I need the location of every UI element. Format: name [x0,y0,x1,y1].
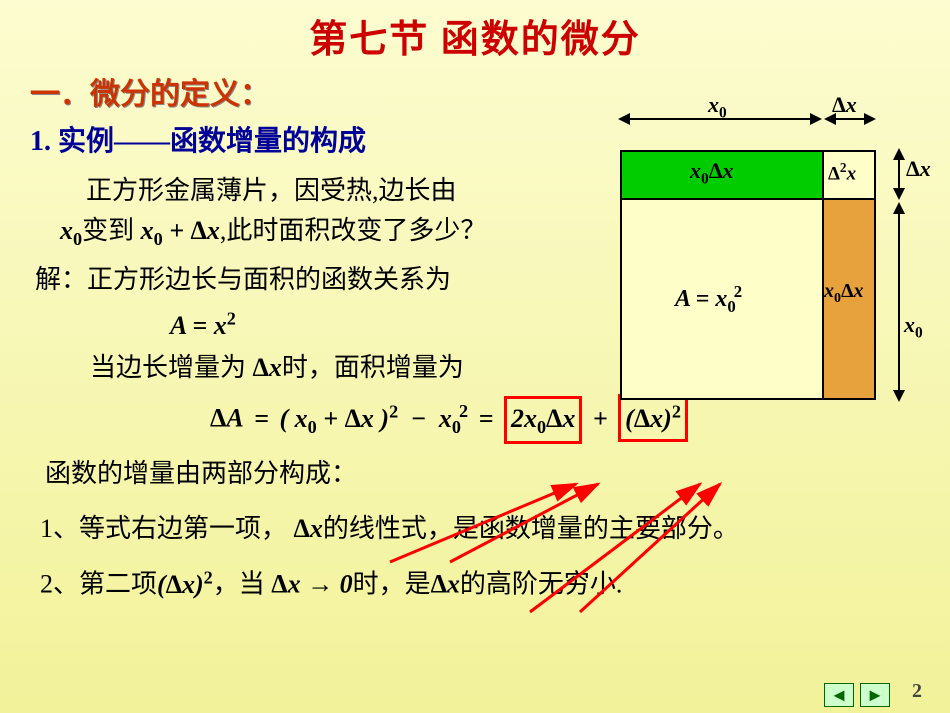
dx-sym2: Δx [294,514,323,543]
point-2: 2、第二项(Δx)2，当 Δx → 0时，是Δx的高阶无穷小. [0,549,950,605]
pt2-c: 时，是 [353,570,431,599]
lbl-cell-top: x0Δx [690,158,734,188]
point-1: 1、等式右边第一项， Δx的线性式，是函数增量的主要部分。 [0,495,950,549]
paragraph-1: 正方形金属薄片，因受热,边长由 x0变到 x0 + Δx,此时面积改变了多少？ [0,159,600,254]
next-button[interactable]: ► [860,683,890,707]
title-text: 第七节 函数的微分 [309,19,641,61]
arrow-dx-right [898,150,900,198]
solution-line: 解：正方形边长与面积的函数关系为 [0,254,600,300]
lbl-cell-A: A = x02 [675,282,742,317]
solve-txt: 正方形边长与面积的函数关系为 [87,265,451,294]
prev-button[interactable]: ◄ [824,683,854,707]
paragraph-3: 函数的增量由两部分构成： [0,444,950,494]
pt2-b: ，当 [213,570,265,599]
dx2-sym: (Δx)2 [157,570,213,599]
arrow-x0-right [898,204,900,400]
nav-buttons: ◄ ► [822,683,890,707]
pt1-a: 1、等式右边第一项， [40,514,287,543]
p2-b: 时，面积增量为 [282,353,464,382]
page-number: 2 [912,680,922,703]
solve-lbl: 解： [35,265,87,294]
lbl-dx-top: Δx [832,92,857,118]
p1-a: 正方形金属薄片，因受热,边长由 [86,176,457,205]
term-linear-box: 2x0Δx [504,396,582,444]
x0-plus-dx: x0 + Δx [141,216,220,245]
lbl-cell-right: x0Δx [824,280,864,307]
pt1-b: 的线性式，是函数增量的主要部分。 [323,514,739,543]
pt2-a: 2、第二项 [40,570,157,599]
dx-to-0: Δx → 0 [271,570,352,599]
lbl-dx-right1: Δx [906,156,931,182]
arrow-dx-top [826,118,874,120]
lbl-x0-right: x0 [904,312,923,342]
p2-a: 当边长增量为 [90,353,246,382]
page-title: 第七节 函数的微分 [0,0,950,63]
dx-sym: Δx [253,353,282,382]
lbl-cell-corner: Δ2x [828,160,856,185]
x0: x0 [60,216,82,245]
pt2-d: 的高阶无穷小. [460,570,623,599]
dx-sym3: Δx [431,570,460,599]
p1-b: 变到 [82,216,134,245]
p1-c: ,此时面积改变了多少？ [220,216,487,245]
square-diagram: x0 Δx Δx x0 x0Δx Δ2x A = x02 x0Δx [620,94,930,414]
slide: 第七节 函数的微分 一．微分的定义： 1. 实例——函数增量的构成 正方形金属薄… [0,0,950,713]
lbl-x0-top: x0 [708,92,727,122]
